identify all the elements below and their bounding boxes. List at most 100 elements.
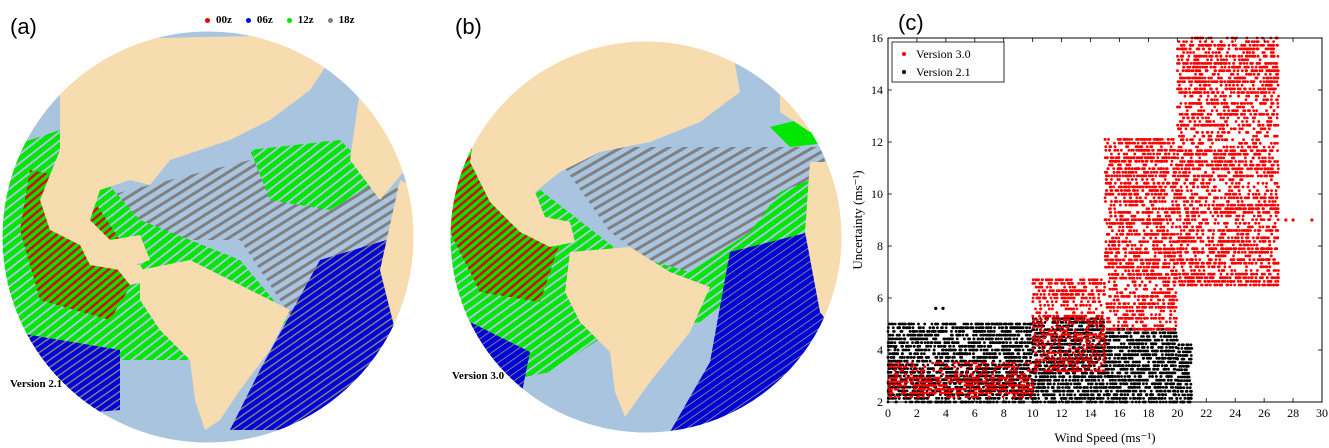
data-point: [1117, 378, 1120, 382]
data-point: [1040, 340, 1044, 344]
data-point: [1136, 367, 1140, 371]
data-point: [957, 391, 961, 395]
data-point: [907, 344, 910, 348]
data-point: [1150, 382, 1154, 386]
data-point: [1112, 338, 1116, 342]
data-point: [960, 385, 964, 389]
data-point: [1114, 378, 1117, 382]
data-point: [1146, 346, 1150, 349]
data-point: [1187, 397, 1191, 400]
data-point: [1130, 338, 1134, 342]
data-point: [1016, 352, 1020, 356]
data-point: [913, 396, 917, 400]
data-point: [901, 363, 904, 367]
time-legend: 00z 06z 12z 18z: [205, 14, 355, 26]
data-point: [998, 359, 1002, 363]
data-point: [1065, 318, 1069, 322]
data-point: [1062, 369, 1066, 373]
data-point: [926, 370, 930, 374]
data-point: [1154, 353, 1158, 357]
data-point: [1050, 343, 1054, 347]
data-point: [1181, 354, 1185, 357]
data-point: [1093, 362, 1096, 365]
data-point: [940, 356, 944, 359]
data-point: [1099, 282, 1103, 285]
data-point: [1102, 393, 1106, 397]
data-point: [1095, 285, 1098, 289]
data-point: [998, 322, 1002, 326]
data-point: [1061, 358, 1065, 362]
data-point: [968, 352, 972, 356]
data-point: [1098, 340, 1101, 344]
data-point: [1103, 358, 1107, 362]
data-point: [1081, 278, 1085, 282]
data-point: [982, 385, 985, 389]
data-point: [1088, 282, 1092, 285]
data-point: [980, 344, 984, 348]
data-point: [1033, 340, 1036, 344]
data-point: [911, 326, 915, 330]
data-point: [1018, 382, 1021, 385]
data-point: [1083, 285, 1086, 289]
data-point: [983, 330, 987, 333]
data-point: [1029, 387, 1033, 391]
data-point: [932, 337, 935, 341]
data-point: [1064, 300, 1068, 303]
data-point: [1055, 378, 1058, 382]
data-point: [989, 396, 993, 400]
data-point: [1142, 371, 1146, 375]
data-point: [897, 380, 901, 384]
data-point: [1007, 391, 1011, 395]
data-point: [1042, 336, 1045, 340]
data-point: [1184, 350, 1187, 354]
data-point: [1179, 368, 1183, 372]
data-point: [1024, 396, 1028, 400]
data-point: [1125, 364, 1128, 367]
data-point: [1068, 285, 1072, 289]
data-point: [1158, 331, 1162, 335]
data-point: [1025, 376, 1029, 380]
data-point: [985, 365, 989, 369]
data-point: [1189, 357, 1192, 361]
data-point: [1101, 382, 1105, 386]
data-point: [1046, 300, 1049, 303]
data-point: [1133, 364, 1137, 367]
data-point: [1005, 341, 1009, 344]
data-point: [896, 359, 900, 363]
data-point: [922, 384, 926, 387]
data-point: [953, 365, 957, 369]
data-point: [1043, 303, 1047, 307]
data-point: [999, 365, 1003, 369]
data-point: [972, 330, 976, 333]
data-point: [1016, 376, 1020, 380]
data-point: [1124, 331, 1128, 335]
data-point: [1028, 330, 1032, 333]
data-point: [1069, 278, 1073, 282]
data-point: [916, 380, 920, 384]
data-point: [1158, 389, 1162, 393]
data-point: [1087, 365, 1090, 369]
data-point: [918, 391, 922, 395]
data-point: [1153, 367, 1156, 371]
data-point: [1145, 356, 1149, 360]
data-point: [1008, 330, 1012, 333]
data-point: [1059, 321, 1063, 324]
data-point: [1117, 364, 1121, 367]
data-point: [1068, 343, 1072, 347]
data-point: [1110, 360, 1113, 364]
data-point: [1131, 389, 1135, 393]
data-point: [1153, 386, 1157, 389]
data-point: [1033, 333, 1037, 336]
data-point: [1171, 364, 1174, 367]
data-point: [944, 326, 948, 330]
legend-dot-18z: [327, 17, 333, 23]
data-point: [1145, 378, 1149, 382]
data-point: [958, 330, 962, 333]
data-point: [1097, 314, 1101, 318]
data-point: [947, 348, 951, 352]
data-point: [1174, 353, 1178, 357]
data-point: [1169, 331, 1173, 335]
data-point: [1070, 397, 1074, 400]
data-point: [1016, 348, 1019, 352]
tracks-12z-north-a: [250, 140, 380, 210]
